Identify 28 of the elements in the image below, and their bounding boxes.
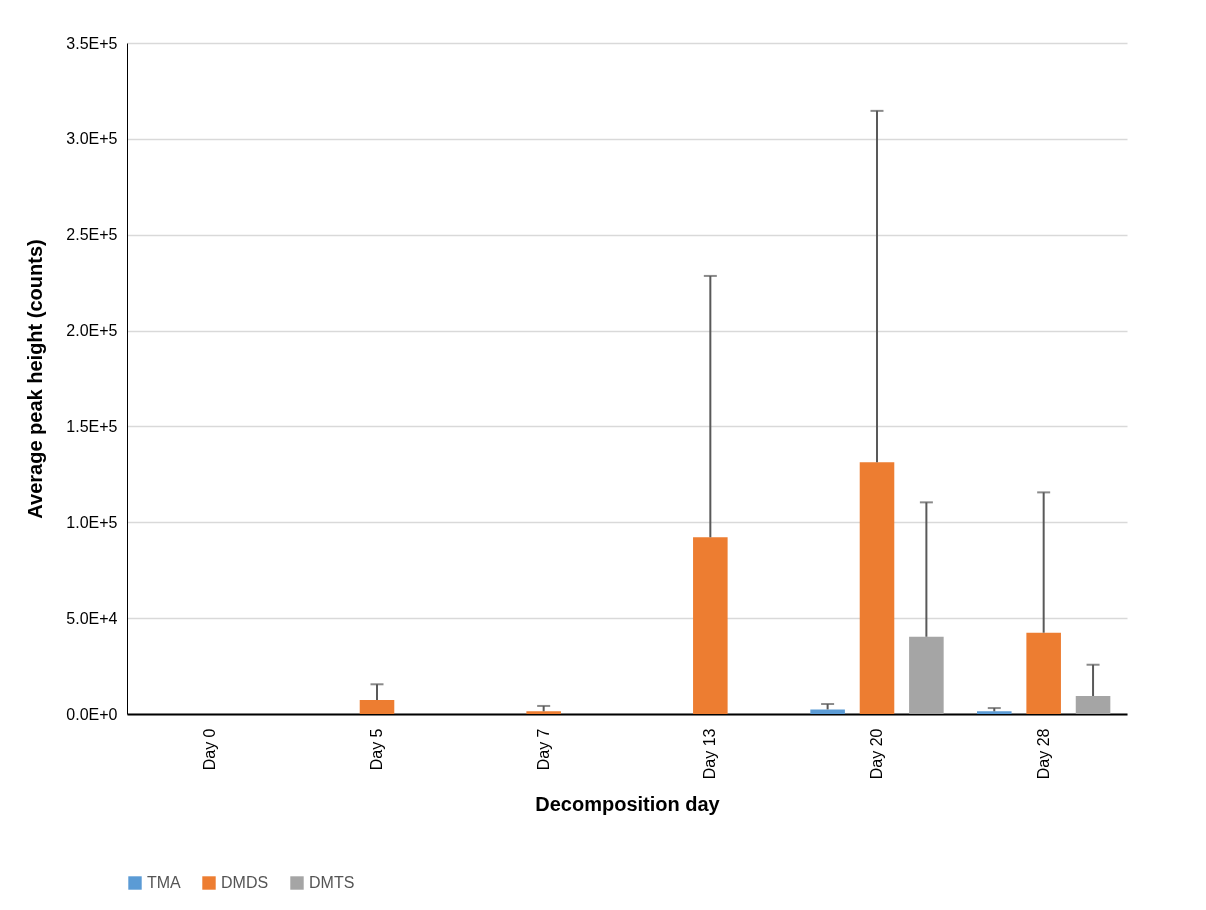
x-tick-label: Day 13 (701, 728, 719, 780)
legend-label: DMDS (221, 874, 269, 891)
legend-label: DMTS (309, 874, 355, 891)
bar (810, 709, 845, 714)
bar (977, 711, 1012, 714)
y-tick-label: 0.0E+0 (66, 705, 118, 723)
y-tick-label: 2.0E+5 (66, 322, 118, 340)
bar (1026, 632, 1061, 714)
x-tick-label: Day 28 (1034, 728, 1052, 780)
y-tick-label: 2.5E+5 (66, 226, 118, 244)
bar (693, 537, 728, 714)
legend-label: TMA (147, 874, 182, 891)
bar (526, 711, 561, 714)
y-tick-label: 3.0E+5 (66, 130, 118, 148)
x-tick-label: Day 20 (868, 728, 885, 780)
x-tick-label: Day 7 (534, 728, 552, 771)
x-axis-title: Decomposition day (535, 793, 721, 816)
bar (1075, 695, 1111, 714)
x-tick-label: Day 0 (201, 728, 219, 771)
y-tick-label: 1.0E+5 (66, 513, 118, 531)
x-tick-label: Day 5 (368, 728, 385, 771)
y-axis-title: Average peak height (counts) (24, 239, 47, 519)
bar (359, 700, 395, 714)
y-tick-label: 3.5E+5 (66, 34, 118, 52)
bar (859, 462, 895, 714)
bar (909, 636, 944, 714)
y-tick-label: 5.0E+4 (66, 609, 118, 627)
y-tick-label: 1.5E+5 (66, 417, 118, 435)
